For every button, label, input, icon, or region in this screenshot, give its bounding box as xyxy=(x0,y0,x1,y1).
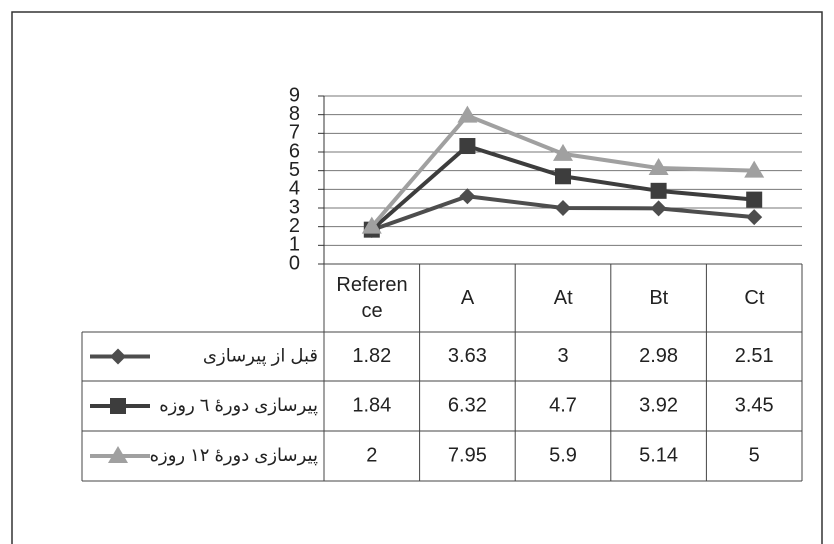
table-value: 5.14 xyxy=(639,444,678,466)
chart-border xyxy=(11,11,823,544)
x-tick-label: Bt xyxy=(649,287,669,309)
x-tick-label: A xyxy=(460,287,475,309)
table-value: 4.7 xyxy=(549,394,577,416)
table-value: 1.82 xyxy=(352,345,391,367)
table-value: 5.9 xyxy=(549,444,577,466)
table-value: 2.51 xyxy=(735,345,774,367)
point xyxy=(108,446,128,463)
table-value: 7.95 xyxy=(448,444,487,466)
point xyxy=(648,158,669,176)
point xyxy=(459,188,476,205)
x-category-cell: Ct xyxy=(744,287,765,309)
table-value: 2 xyxy=(366,444,377,466)
point xyxy=(650,200,667,217)
legend-label: پیرسازی دورهٔ ٦ روزه xyxy=(159,395,318,416)
y-tick-label: 5 xyxy=(289,159,300,181)
x-category-cell: Reference xyxy=(336,274,408,322)
x-tick-label: Reference xyxy=(336,274,408,322)
point xyxy=(459,138,476,155)
point xyxy=(361,216,382,234)
table-value: 3.92 xyxy=(639,394,678,416)
point xyxy=(110,398,126,414)
table-value: 6.32 xyxy=(448,394,487,416)
point xyxy=(555,168,571,185)
x-category-cell: A xyxy=(460,287,475,309)
table-value: 1.84 xyxy=(352,394,391,416)
y-tick-label: 7 xyxy=(289,122,300,144)
point xyxy=(110,348,126,365)
y-tick-label: 4 xyxy=(289,178,300,200)
x-tick-label: At xyxy=(553,287,573,309)
y-tick-label: 2 xyxy=(289,215,300,237)
point xyxy=(457,105,478,123)
point xyxy=(553,143,573,161)
y-tick-label: 0 xyxy=(289,252,300,274)
y-tick-label: 8 xyxy=(289,103,300,125)
table-value: 5 xyxy=(749,444,760,466)
legend-label: قبل از پیرسازی xyxy=(203,345,318,366)
legend-label: پیرسازی دورهٔ ١٢ روزه xyxy=(150,445,318,466)
x-category-cell: At xyxy=(553,287,573,309)
y-tick-label: 9 xyxy=(289,84,300,106)
table-value: 3.63 xyxy=(448,345,487,367)
y-tick-label: 3 xyxy=(289,196,300,218)
point xyxy=(650,182,667,199)
table-value: 2.98 xyxy=(639,345,678,367)
y-tick-label: 6 xyxy=(289,140,300,162)
table-value: 3.45 xyxy=(735,394,774,416)
x-category-cell: Bt xyxy=(649,287,669,309)
point xyxy=(555,200,571,216)
table-value: 3 xyxy=(557,345,568,367)
point xyxy=(744,160,765,178)
point xyxy=(746,191,763,208)
y-tick-label: 1 xyxy=(289,234,300,256)
x-tick-label: Ct xyxy=(744,287,765,309)
point xyxy=(746,209,763,226)
